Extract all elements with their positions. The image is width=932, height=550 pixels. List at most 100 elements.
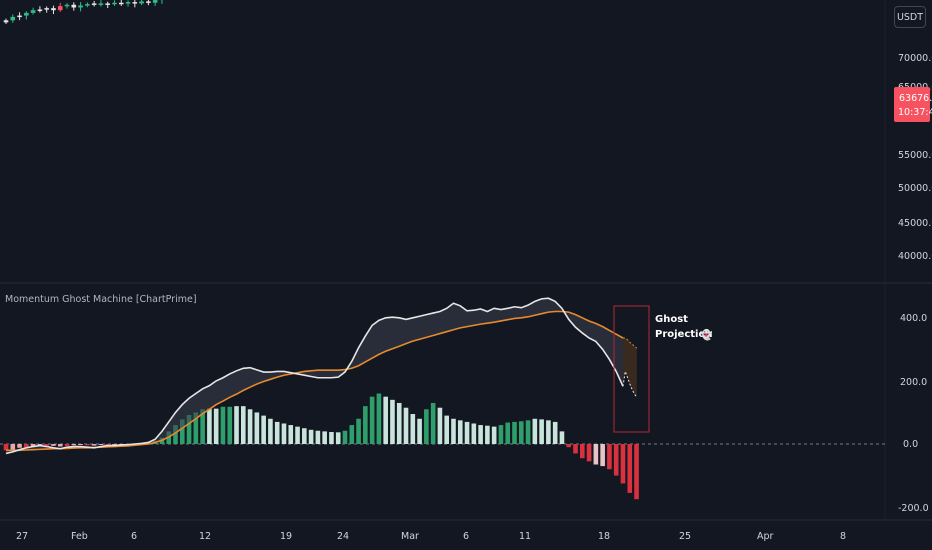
candle	[91, 3, 97, 5]
histogram-bar	[274, 421, 280, 444]
candle	[105, 3, 110, 5]
date-tick-18: 18	[598, 531, 610, 542]
histogram-bar	[261, 415, 266, 444]
ind-tick-minus200: -200.0	[898, 503, 929, 514]
date-tick-8: 8	[840, 531, 846, 542]
histogram-bar	[390, 399, 395, 444]
histogram-bar	[424, 409, 429, 444]
histogram-bar	[356, 418, 361, 444]
histogram-bar	[315, 430, 321, 444]
histogram-bar	[573, 444, 578, 454]
histogram-bar	[112, 444, 117, 445]
date-tick-11: 11	[519, 531, 531, 542]
histogram-bar	[464, 421, 470, 444]
histogram-bar	[580, 444, 585, 459]
date-tick-27: 27	[16, 531, 28, 542]
histogram-bar	[512, 421, 517, 444]
signal-line	[6, 310, 624, 452]
histogram-bar	[593, 444, 599, 465]
indicator-axis[interactable]: 400.0 200.0 0.0 -200.0	[898, 313, 929, 514]
price-tick-45000: 45000.0	[898, 218, 932, 229]
histogram-bar	[91, 444, 97, 446]
ghost-fill	[622, 337, 637, 398]
histogram-bar	[498, 425, 504, 444]
histogram-bar	[200, 409, 205, 444]
histogram-bar	[24, 444, 29, 448]
histogram-bar	[44, 444, 49, 446]
histogram-bar	[329, 432, 334, 444]
histogram-bar	[288, 425, 294, 444]
histogram-bar	[295, 426, 300, 444]
candle	[30, 10, 36, 13]
price-pane[interactable]	[3, 0, 626, 25]
ind-tick-0: 0.0	[903, 439, 918, 450]
histogram-bar	[193, 412, 199, 444]
histogram-bar	[98, 444, 104, 445]
histogram-bar	[613, 444, 619, 476]
histogram-bar	[64, 444, 70, 446]
histogram-bar	[634, 444, 639, 500]
price-tick-55000: 55000.0	[898, 150, 932, 161]
histogram-bar	[430, 402, 436, 444]
candle	[118, 2, 124, 5]
date-tick-12: 12	[199, 531, 211, 542]
last-price-tag-bg	[894, 87, 930, 122]
histogram-bar	[234, 406, 239, 444]
histogram-bar	[525, 420, 531, 444]
histogram-bar	[342, 430, 348, 444]
ind-tick-200: 200.0	[900, 377, 927, 388]
date-tick-mar: Mar	[401, 531, 419, 542]
candle	[24, 12, 29, 16]
candle	[98, 3, 104, 5]
histogram-bar	[57, 444, 63, 447]
date-tick-24: 24	[337, 531, 349, 542]
date-tick-feb: Feb	[71, 531, 88, 542]
ghost-momentum-line	[622, 371, 638, 398]
histogram-bar	[227, 406, 233, 444]
histogram-bar	[179, 419, 185, 444]
candle	[3, 20, 9, 23]
histogram-bar	[105, 444, 110, 445]
momentum-line	[5, 297, 624, 455]
histogram-bar	[539, 419, 544, 444]
histogram-bar	[71, 444, 77, 446]
histogram-bar	[30, 444, 36, 447]
histogram-bar	[363, 406, 368, 444]
candle	[10, 16, 16, 21]
histogram-bar	[518, 421, 524, 444]
candle	[112, 2, 117, 5]
histogram-bar	[471, 423, 477, 444]
candle	[85, 4, 90, 6]
candle	[71, 4, 77, 8]
currency-button[interactable]: USDT	[894, 6, 926, 28]
histogram-bar	[600, 444, 605, 467]
histogram-bar	[51, 444, 56, 446]
histogram-bar	[241, 406, 246, 444]
histogram-bar	[207, 408, 212, 444]
histogram-bar	[213, 408, 219, 444]
histogram-bar	[17, 444, 22, 448]
histogram-bar	[444, 415, 449, 444]
ghost-signal-line	[622, 337, 638, 349]
last-price-tag: 63676.7 10:37:40	[894, 87, 932, 122]
candle	[64, 4, 70, 7]
candle	[125, 2, 131, 4]
histogram-bar	[417, 418, 422, 444]
date-axis[interactable]: 27 Feb 6 12 19 24 Mar 6 11 18 25 Apr 8	[16, 531, 846, 542]
histogram-bar	[247, 409, 253, 444]
momentum-fill	[6, 298, 623, 454]
date-tick-19: 19	[280, 531, 292, 542]
histogram-bar	[566, 444, 572, 448]
indicator-title[interactable]: Momentum Ghost Machine [ChartPrime]	[5, 294, 197, 305]
indicator-pane[interactable]	[0, 297, 885, 500]
histogram-bar	[607, 444, 612, 470]
date-tick-25: 25	[679, 531, 691, 542]
histogram-bar	[451, 418, 456, 444]
histogram-bar	[186, 414, 192, 444]
histogram-bar	[383, 396, 388, 444]
candle	[57, 6, 63, 11]
candle	[51, 8, 56, 11]
ghost-icon: 👻	[700, 328, 713, 341]
candle	[37, 9, 43, 12]
